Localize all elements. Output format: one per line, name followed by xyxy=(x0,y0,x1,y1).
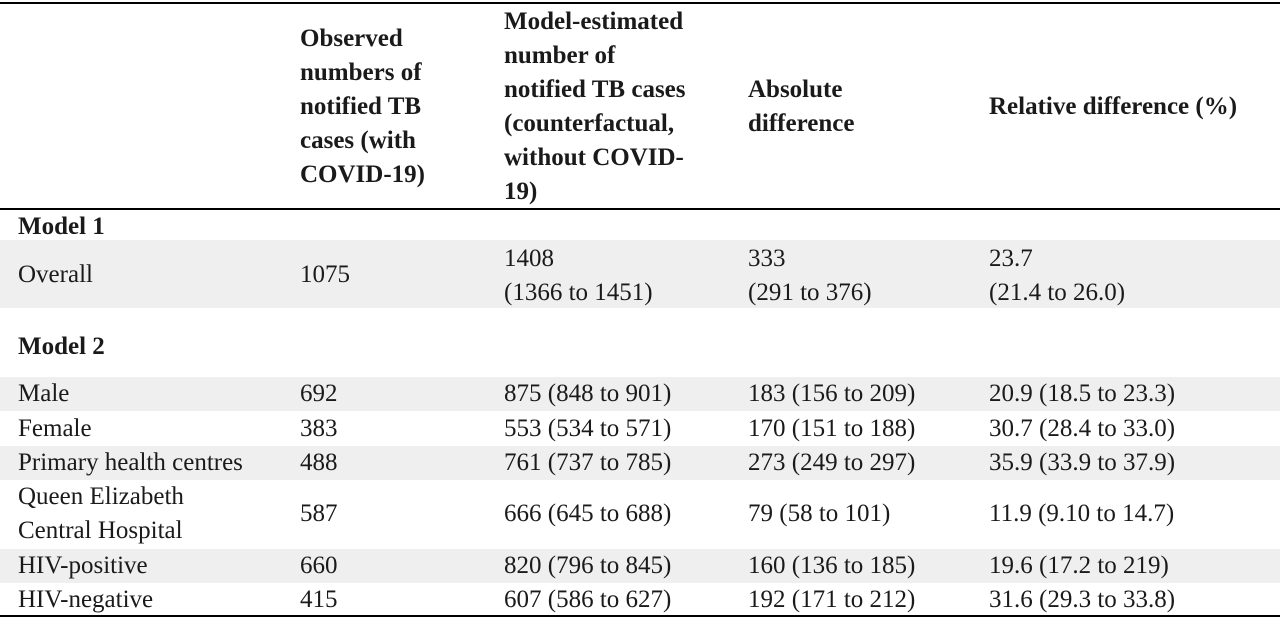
row-band-overall xyxy=(0,240,1280,308)
table-cell-absolute: 160 (136 to 185) xyxy=(748,552,916,579)
table-row-label: Male xyxy=(18,380,70,407)
header-absolute: Absolute difference xyxy=(748,76,855,137)
table-row-label: HIV-positive xyxy=(18,552,148,579)
table-cell-relative: 20.9 (18.5 to 23.3) xyxy=(989,380,1176,407)
table-row-label: Queen Elizabeth xyxy=(18,483,184,510)
row-band-primary xyxy=(0,446,1280,480)
table-cell-observed: 383 xyxy=(300,415,338,442)
table-cell-estimated: 820 (796 to 845) xyxy=(504,552,672,579)
model2-title: Model 2 xyxy=(18,333,105,360)
table-cell-observed: 415 xyxy=(300,586,338,613)
overall-relative-ci: (21.4 to 26.0) xyxy=(989,279,1126,306)
table-cell-relative: 31.6 (29.3 to 33.8) xyxy=(989,586,1176,613)
model1-title: Model 1 xyxy=(18,213,105,240)
header-relative: Relative difference (%) xyxy=(989,93,1238,120)
table-row-label: Primary health centres xyxy=(18,449,243,476)
overall-estimated: 1408 xyxy=(504,245,554,272)
row-band-male xyxy=(0,377,1280,411)
table-cell-absolute: 79 (58 to 101) xyxy=(748,500,891,527)
header-observed: Observed numbers of notified TB cases (w… xyxy=(300,25,425,188)
overall-label: Overall xyxy=(18,261,93,288)
row-band-hivpos xyxy=(0,549,1280,583)
table-cell-relative: 19.6 (17.2 to 219) xyxy=(989,552,1169,579)
table-cell-observed: 692 xyxy=(300,380,338,407)
table-cell-observed: 660 xyxy=(300,552,338,579)
table-cell-absolute: 183 (156 to 209) xyxy=(748,380,916,407)
overall-absolute-ci: (291 to 376) xyxy=(748,279,872,306)
table-cell-relative: 11.9 (9.10 to 14.7) xyxy=(989,500,1175,527)
table-top-rule xyxy=(0,2,1280,4)
overall-observed: 1075 xyxy=(300,261,350,288)
table-cell-relative: 35.9 (33.9 to 37.9) xyxy=(989,449,1176,476)
table-cell-observed: 587 xyxy=(300,500,338,527)
table-cell-estimated: 761 (737 to 785) xyxy=(504,449,672,476)
table-row-label-line2: Central Hospital xyxy=(18,517,183,544)
table-cell-estimated: 553 (534 to 571) xyxy=(504,415,672,442)
header-bottom-rule xyxy=(0,208,1280,210)
overall-absolute: 333 xyxy=(748,245,786,272)
table-cell-observed: 488 xyxy=(300,449,338,476)
table-cell-absolute: 170 (151 to 188) xyxy=(748,415,916,442)
table-cell-absolute: 192 (171 to 212) xyxy=(748,586,916,613)
table-row-label: Female xyxy=(18,415,92,442)
header-estimated: Model-estimated number of notified TB ca… xyxy=(504,8,686,205)
table-cell-estimated: 607 (586 to 627) xyxy=(504,586,672,613)
table-bottom-rule xyxy=(0,615,1280,617)
overall-relative: 23.7 xyxy=(989,245,1033,272)
table-row-label: HIV-negative xyxy=(18,586,154,613)
overall-estimated-ci: (1366 to 1451) xyxy=(504,279,653,306)
table-cell-estimated: 666 (645 to 688) xyxy=(504,500,672,527)
table-cell-estimated: 875 (848 to 901) xyxy=(504,380,672,407)
table-cell-absolute: 273 (249 to 297) xyxy=(748,449,916,476)
table-cell-relative: 30.7 (28.4 to 33.0) xyxy=(989,415,1176,442)
